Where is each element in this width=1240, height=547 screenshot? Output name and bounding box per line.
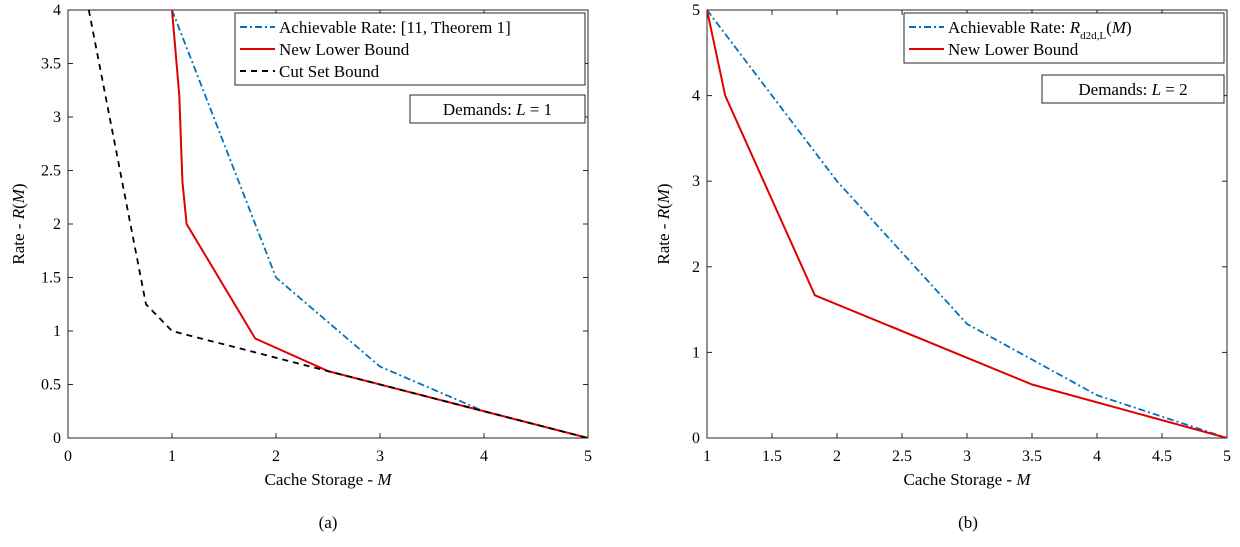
- y-tick-label: 1: [692, 344, 700, 361]
- legend-box: [903, 12, 1225, 64]
- x-axis-label: Cache Storage - M: [265, 470, 393, 489]
- y-tick-label: 4: [53, 2, 61, 19]
- panel-caption: (b): [958, 513, 978, 532]
- y-tick-label: 0: [53, 430, 61, 447]
- y-tick-label: 0: [692, 430, 700, 447]
- legend-label-2: New Lower Bound: [948, 40, 1079, 59]
- x-tick-label: 4: [480, 448, 488, 465]
- x-tick-label: 4: [1093, 448, 1101, 465]
- x-tick-label: 3: [963, 448, 971, 465]
- y-tick-label: 3: [692, 173, 700, 190]
- y-tick-label: 3.5: [41, 56, 61, 73]
- y-tick-label: 0.5: [41, 377, 61, 394]
- legend: Achievable Rate: [11, Theorem 1] New Lowe…: [234, 12, 586, 86]
- x-tick-label: 5: [1223, 448, 1231, 465]
- legend-label-1: Achievable Rate: [11, Theorem 1]: [279, 18, 511, 37]
- series-line-1: [707, 10, 1227, 438]
- y-axis-label: Rate - R(M): [9, 183, 28, 264]
- y-tick-label: 2.5: [41, 163, 61, 180]
- y-axis-label: Rate - R(M): [654, 183, 673, 264]
- legend: Achievable Rate: Rd2d,L(M)New Lower Boun…: [903, 12, 1225, 64]
- x-tick-label: 5: [584, 448, 592, 465]
- x-tick-label: 2: [272, 448, 280, 465]
- plot-area: [706, 9, 1228, 439]
- y-tick-label: 2: [53, 216, 61, 233]
- annotation-box: [409, 94, 586, 124]
- y-tick-label: 3: [53, 109, 61, 126]
- x-tick-label: 0: [64, 448, 72, 465]
- y-tick-label: 1: [53, 323, 61, 340]
- legend-label-2: New Lower Bound: [279, 40, 410, 59]
- x-tick-label: 3: [376, 448, 384, 465]
- demands-annotation: Demands: L = 1: [409, 94, 586, 124]
- series-layer: [707, 10, 1227, 438]
- series-layer: [87, 10, 588, 438]
- x-tick-label: 1: [168, 448, 176, 465]
- x-tick-label: 2.5: [892, 448, 912, 465]
- annotation-box: [1041, 74, 1225, 104]
- x-axis-label: Cache Storage - M: [904, 470, 1032, 489]
- x-tick-label: 4.5: [1152, 448, 1172, 465]
- annotation-text: Demands: L = 2: [1078, 80, 1187, 99]
- legend-label-1: Achievable Rate: Rd2d,L(M): [948, 18, 1132, 42]
- x-tick-label: 2: [833, 448, 841, 465]
- annotation-text: Demands: L = 1: [443, 100, 552, 119]
- x-tick-label: 1.5: [762, 448, 782, 465]
- panel-caption: (a): [319, 513, 338, 532]
- x-tick-label: 3.5: [1022, 448, 1042, 465]
- y-tick-label: 1.5: [41, 270, 61, 287]
- series-line-2: [707, 10, 1227, 438]
- series-line-3: [87, 10, 588, 438]
- legend-label-3: Cut Set Bound: [279, 62, 380, 81]
- y-tick-label: 2: [692, 259, 700, 276]
- y-tick-label: 4: [692, 88, 700, 105]
- panel-a: 0 1 2 3 4 5 0 0.5 1 1.5 2 2.5 3 3.5 4 Cache Storage - M…: [9, 2, 592, 532]
- y-tick-label: 5: [692, 2, 700, 19]
- legend-box: [234, 12, 586, 86]
- demands-annotation: Demands: L = 2: [1041, 74, 1225, 104]
- x-tick-label: 1: [703, 448, 711, 465]
